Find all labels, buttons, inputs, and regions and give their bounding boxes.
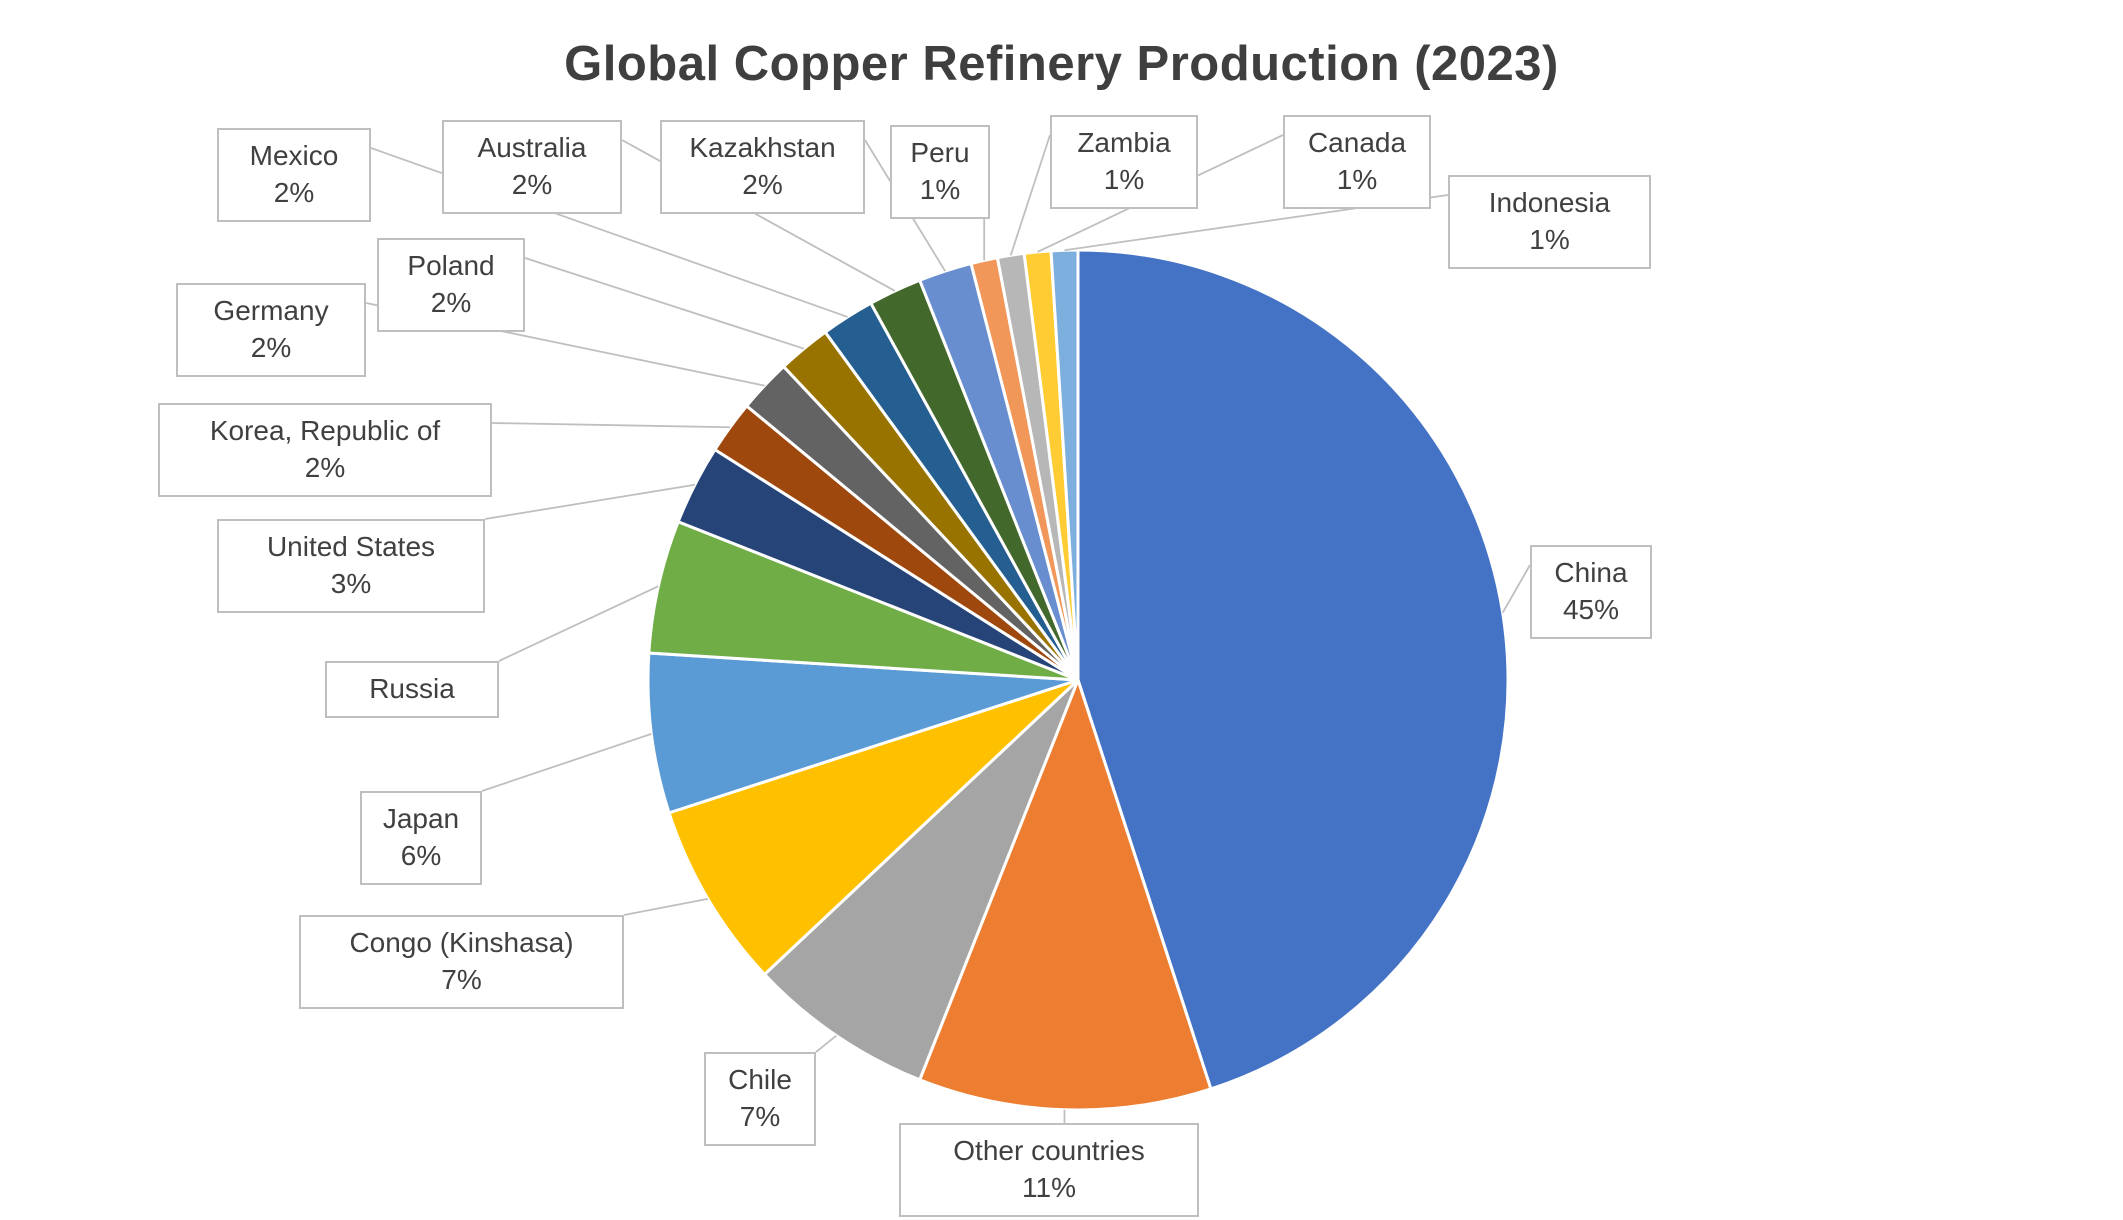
data-label-name: United States	[266, 531, 436, 562]
data-label-name: Korea, Republic of	[209, 415, 441, 446]
data-label-percent: 2%	[511, 168, 553, 200]
data-label-zambia: Zambia 1%	[1050, 115, 1198, 209]
leader-line-congo-kinshasa	[623, 898, 709, 916]
data-label-indonesia: Indonesia 1%	[1448, 175, 1651, 269]
data-label-japan: Japan 6%	[360, 791, 482, 885]
pie-slice-chile	[763, 678, 1080, 1082]
data-label-name: Zambia	[1077, 127, 1171, 158]
data-label-name: Chile	[728, 1064, 792, 1095]
data-label-percent: 2%	[430, 286, 472, 318]
data-label-australia: Australia 2%	[442, 120, 622, 214]
data-label-percent: 2%	[304, 451, 346, 483]
leader-line-korea-republic-of	[491, 422, 731, 429]
data-label-percent: 1%	[919, 173, 961, 205]
data-label-china: China 45%	[1530, 545, 1652, 639]
data-label-percent: 45%	[1562, 593, 1620, 625]
data-label-percent: 1%	[1529, 223, 1570, 255]
leader-line-poland	[524, 257, 805, 350]
data-label-percent: 3%	[330, 567, 372, 599]
data-label-germany: Germany 2%	[176, 283, 366, 377]
data-label-name: Australia	[477, 132, 587, 163]
data-label-other-countries: Other countries 11%	[899, 1123, 1199, 1217]
chart-title: Global Copper Refinery Production (2023)	[564, 37, 1559, 91]
data-label-name: China	[1554, 557, 1628, 588]
data-label-name: Poland	[407, 250, 495, 281]
data-label-percent: 2%	[273, 176, 315, 208]
data-label-name: Kazakhstan	[689, 132, 836, 163]
data-label-percent: 7%	[441, 963, 482, 995]
data-label-percent: 7%	[739, 1100, 781, 1132]
data-label-congo-kinshasa: Congo (Kinshasa) 7%	[299, 915, 624, 1009]
leader-line-united-states	[484, 483, 696, 520]
data-label-kazakhstan: Kazakhstan 2%	[660, 120, 865, 214]
pie-slice-china	[1076, 248, 1510, 1091]
leader-line-china	[1501, 564, 1531, 614]
data-label-name: Mexico	[249, 140, 339, 171]
data-label-name: Russia	[369, 673, 455, 704]
leader-line-japan	[481, 733, 652, 792]
data-label-name: Other countries	[953, 1135, 1145, 1166]
data-label-percent: 1%	[1336, 163, 1378, 195]
pie-slice-other-countries	[918, 678, 1213, 1112]
data-label-percent: 6%	[400, 839, 442, 871]
data-label-mexico: Mexico 2%	[217, 128, 371, 222]
data-label-percent: 2%	[742, 168, 783, 200]
pie-slice-japan	[646, 651, 1080, 815]
data-label-percent: 2%	[250, 331, 292, 363]
data-label-name: Peru	[910, 137, 970, 168]
data-label-name: Japan	[382, 803, 460, 834]
data-label-name: Congo (Kinshasa)	[349, 927, 574, 958]
data-label-russia: Russia	[325, 661, 499, 718]
data-label-chile: Chile 7%	[704, 1052, 816, 1146]
pie-slice-congo-kinshasa	[667, 678, 1080, 976]
data-label-percent: 1%	[1103, 163, 1145, 195]
leader-line-chile	[815, 1034, 837, 1053]
data-label-percent: 11%	[1022, 1171, 1076, 1203]
data-label-name: Germany	[213, 295, 329, 326]
data-label-canada: Canada 1%	[1283, 115, 1431, 209]
data-label-korea-republic-of: Korea, Republic of 2%	[158, 403, 492, 497]
data-label-poland: Poland 2%	[377, 238, 525, 332]
data-label-name: Canada	[1307, 127, 1407, 158]
data-label-name: Indonesia	[1488, 187, 1611, 218]
data-label-peru: Peru 1%	[890, 125, 990, 219]
leader-line-russia	[498, 585, 659, 662]
leader-line-zambia	[1009, 134, 1051, 256]
data-label-united-states: United States 3%	[217, 519, 485, 613]
